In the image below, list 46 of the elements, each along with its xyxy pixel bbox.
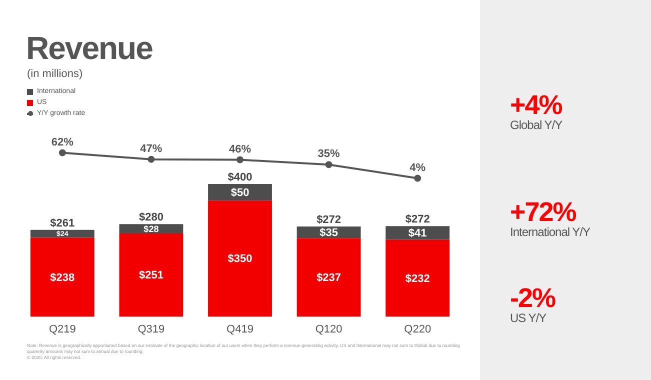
bar (30, 238, 94, 317)
data-label: $237 (316, 272, 342, 284)
text: +72% (510, 197, 576, 227)
total-label: $280 (138, 212, 164, 224)
text: -2% (510, 283, 556, 313)
text: US Y/Y (510, 311, 546, 325)
point (414, 174, 422, 182)
data-label: $251 (138, 270, 164, 282)
total-label: $261 (50, 217, 75, 230)
data-label: 35% (318, 148, 340, 160)
chart-subtitle: (in millions) (27, 68, 83, 80)
x-tick-label: Q220 (404, 323, 432, 336)
data-label: 46% (228, 143, 252, 156)
point (236, 156, 244, 164)
data-label: $35 (320, 226, 338, 239)
chart-title: Revenue (26, 30, 152, 67)
bar (386, 226, 450, 240)
bar (296, 238, 361, 317)
bar (119, 224, 184, 234)
text: +4% (510, 90, 562, 120)
point (325, 161, 332, 168)
bar (30, 230, 94, 238)
text: International Y/Y (510, 225, 590, 239)
text: Global Y/Y (510, 118, 562, 132)
data-label: $28 (144, 224, 159, 234)
point (58, 149, 66, 156)
x-tick-label: Q419 (226, 323, 254, 336)
data-label: 62% (51, 136, 74, 148)
data-label: $50 (230, 186, 250, 199)
x-tick-label: Q120 (315, 323, 342, 336)
data-label: $232 (405, 272, 430, 285)
bar (119, 233, 184, 317)
x-tick-label: Q319 (138, 323, 165, 336)
data-label: $350 (228, 253, 252, 266)
data-label: 47% (140, 142, 162, 155)
total-label: $272 (316, 214, 342, 226)
data-label: $41 (408, 228, 427, 240)
total-label: $400 (228, 172, 252, 184)
point (148, 156, 155, 163)
bar (208, 200, 272, 317)
total-label: $272 (405, 214, 430, 226)
data-label: 4% (410, 162, 426, 174)
bar (386, 240, 450, 317)
bar (208, 184, 272, 201)
data-label: $238 (50, 272, 75, 284)
x-tick-label: Q219 (48, 323, 76, 336)
